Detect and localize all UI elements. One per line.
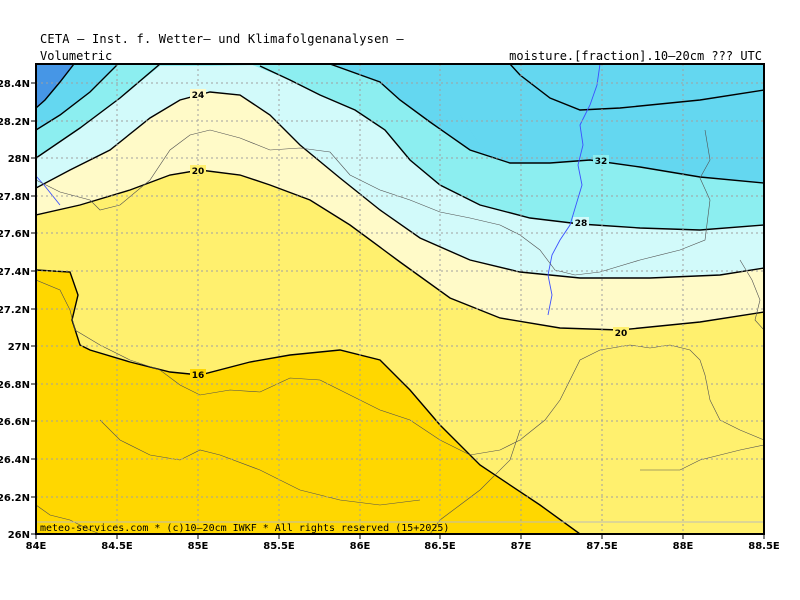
x-tick-label: 87E [511,541,532,552]
fill-level-above-36-topleft [36,64,74,108]
fill-level-upper-band [250,64,764,230]
y-tick-label: 27N [8,342,30,353]
river-main [547,64,601,316]
y-tick-label: 28.2N [0,117,30,128]
y-axis-labels: 28.4N 28.2N 28N 27.8N 27.6N 27.4N 27.2N … [0,79,30,541]
x-tick-label: 84E [26,541,47,552]
map-frame [35,63,765,535]
boundary-south [36,279,764,456]
y-tick-label: 27.8N [0,192,30,203]
boundaries [36,129,764,534]
x-tick-label: 85.5E [263,541,295,552]
contour-20 [36,169,764,331]
grid [36,64,764,534]
y-tick-label: 27.6N [0,229,30,240]
y-tick-label: 26.2N [0,493,30,504]
boundary-district [99,419,421,506]
copyright-credit: meteo-services.com * (c)10—20cm IWKF * A… [40,523,449,534]
variable-label: Volumetric [40,49,113,63]
x-tick-label: 87.5E [586,541,618,552]
boundary-ridge [640,444,764,471]
contour-24 [36,91,764,279]
boundary-east [739,259,764,331]
y-tick-label: 28.4N [0,79,30,90]
contour-label-24: 24 [192,91,205,101]
boundary-north [36,129,711,276]
x-tick-label: 84.5E [101,541,133,552]
contour-labels: 24 20 32 28 20 16 [190,89,629,381]
river-west [36,175,61,206]
boundary-southwest [36,504,101,534]
fill-level-28-32-topleft [36,64,160,158]
y-tick-label: 28N [8,154,30,165]
y-tick-label: 26.8N [0,380,30,391]
tick-marks [31,82,765,539]
variable-units-label: moisture.[fraction].10—20cm ??? UTC [509,49,762,63]
y-tick-label: 26N [8,530,30,541]
contour-36 [36,64,764,111]
x-tick-label: 85E [188,541,209,552]
map-plot-area: 24 20 32 28 20 16 meteo-services.com * (… [36,64,764,534]
fill-level-above-36-topright [510,64,764,110]
x-tick-label: 86.5E [424,541,456,552]
x-tick-label: 88.5E [748,541,780,552]
contour-lines [36,64,764,534]
contour-label-20-west: 20 [192,167,205,177]
contour-32 [36,64,764,184]
x-tick-label: 88E [673,541,694,552]
rivers [36,64,601,316]
contour-label-20-east: 20 [615,329,628,339]
y-tick-label: 27.2N [0,305,30,316]
map-title: CETA — Inst. f. Wetter— und Klimafolgena… [40,32,404,46]
contour-label-28: 28 [575,219,588,229]
x-tick-label: 86E [350,541,371,552]
y-tick-label: 26.6N [0,417,30,428]
contour-16 [36,269,581,534]
y-tick-label: 26.4N [0,455,30,466]
contour-label-16: 16 [192,371,205,381]
x-axis-labels: 84E 84.5E 85E 85.5E 86E 86.5E 87E 87.5E … [26,541,780,552]
y-tick-label: 27.4N [0,267,30,278]
contour-label-32: 32 [595,157,608,167]
fill-level-32-36-topleft [36,64,118,130]
